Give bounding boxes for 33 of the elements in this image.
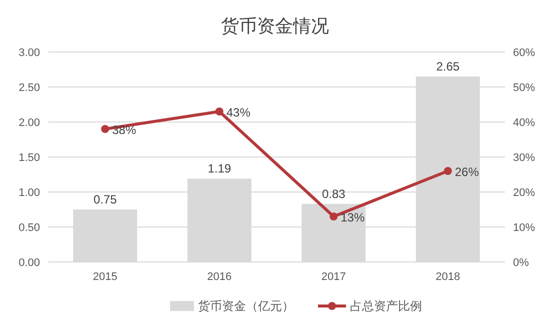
y-tick-label: 0.00 [18,257,40,269]
data-label: 43% [226,106,251,120]
y-tick-label: 2.00 [18,117,40,129]
data-label: 1.19 [208,162,232,176]
y-tick-label: 2.50 [18,82,40,94]
y-tick-label: 3.00 [18,47,40,59]
point [330,212,338,220]
y-tick-label: 1.00 [18,187,40,199]
y2-tick-label: 50% [513,82,536,94]
point [444,167,452,175]
y2-tick-label: 30% [513,152,536,164]
data-label: 38% [112,123,136,137]
x-tick-label: 2018 [436,271,460,283]
y2-tick-label: 0% [513,257,530,269]
x-tick-label: 2015 [92,271,118,283]
y2-tick-label: 10% [513,222,536,234]
y2-tick-label: 60% [513,47,536,59]
y-tick-label: 0.50 [18,222,40,234]
legend-label: 占总资产比例 [350,299,422,313]
data-label: 0.83 [322,186,346,201]
data-label: 26% [454,165,480,179]
point [101,125,110,133]
data-label: 2.65 [436,60,460,74]
point [215,108,224,116]
data-label: 0.75 [93,192,118,206]
y-tick-label: 1.50 [18,152,40,164]
x-tick-label: 2016 [207,271,232,283]
y2-tick-label: 40% [513,117,536,129]
chart-title: 货币资金情况 [221,16,329,36]
x-tick-label: 2017 [321,271,346,283]
data-label: 13% [340,210,365,224]
legend-label: 货币资金（亿元） [198,299,294,313]
y2-tick-label: 20% [513,187,536,199]
